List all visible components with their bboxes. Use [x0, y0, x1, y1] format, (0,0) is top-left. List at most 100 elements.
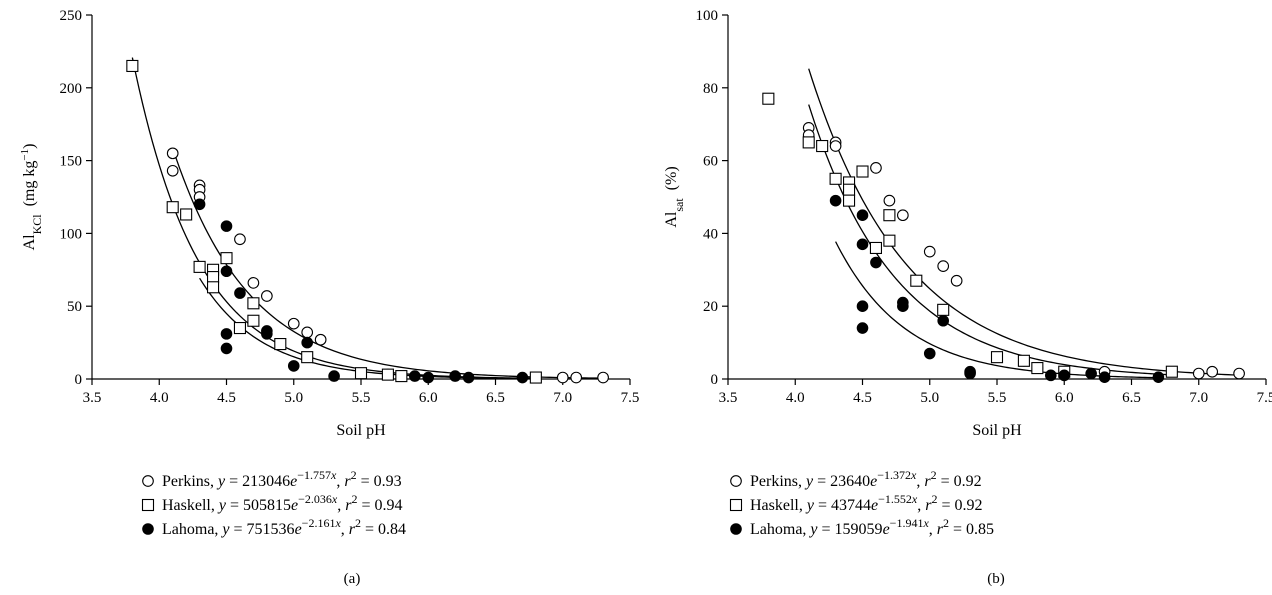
- legend-y-var: y: [805, 497, 815, 514]
- x-tick-label: 4.0: [786, 390, 805, 406]
- data-point-haskell: [856, 165, 869, 178]
- y-tick-label: 100: [696, 8, 719, 24]
- legend-y-var: y: [808, 521, 818, 538]
- legend-r-var: r: [349, 521, 356, 538]
- legend-sep: ,: [917, 497, 925, 514]
- data-point-haskell: [166, 201, 179, 214]
- x-tick-label: 6.5: [486, 390, 505, 406]
- legend-marker-lahoma: [142, 523, 154, 535]
- data-point-haskell: [207, 281, 220, 294]
- data-point-haskell: [301, 351, 314, 364]
- data-point-lahoma: [1058, 369, 1071, 382]
- legend-exponent: −1.372: [877, 468, 911, 482]
- data-point-perkins: [829, 140, 842, 152]
- data-point-haskell: [247, 314, 260, 327]
- data-point-perkins: [247, 277, 260, 289]
- legend-coefficient: = 505815: [226, 497, 291, 514]
- data-point-haskell: [193, 260, 206, 273]
- data-point-lahoma: [1045, 369, 1057, 382]
- data-point-perkins: [883, 194, 896, 207]
- y-tick-label: 0: [75, 372, 83, 388]
- data-point-perkins: [950, 274, 963, 287]
- data-point-lahoma: [422, 371, 435, 384]
- legend-coefficient: = 23640: [813, 473, 870, 490]
- data-point-haskell: [883, 234, 896, 247]
- y-tick-label: 40: [703, 226, 718, 242]
- legend-sep: ,: [341, 521, 349, 538]
- x-tick-label: 5.5: [988, 390, 1007, 406]
- y-tick-label: 150: [60, 154, 83, 170]
- legend-coefficient: = 751536: [230, 521, 295, 538]
- data-point-lahoma: [1152, 371, 1165, 383]
- data-point-lahoma: [856, 209, 869, 221]
- data-point-lahoma: [328, 370, 340, 382]
- y-axis-title-subscript: KCl: [30, 214, 44, 235]
- legend-e: e: [883, 521, 890, 538]
- legend-e: e: [870, 473, 877, 490]
- data-point-haskell: [220, 252, 233, 265]
- data-point-haskell: [233, 321, 246, 335]
- legend-r-sup: 2: [351, 492, 357, 506]
- legend-coefficient: = 213046: [225, 473, 290, 490]
- legend-marker-perkins: [142, 475, 154, 487]
- y-tick-label: 20: [703, 299, 718, 315]
- legend-coefficient: = 159059: [818, 521, 883, 538]
- data-point-perkins: [314, 333, 327, 346]
- data-point-lahoma: [220, 265, 233, 278]
- legend-coefficient: = 43744: [814, 497, 871, 514]
- x-tick-label: 7.5: [621, 390, 640, 406]
- data-point-perkins: [556, 371, 569, 384]
- data-point-perkins: [234, 233, 246, 246]
- legend-exponent-x: x: [911, 492, 918, 506]
- legend-exponent: −1.757: [297, 468, 331, 482]
- legend-r2-value: = 0.84: [361, 521, 406, 538]
- fit-curve-perkins: [172, 148, 604, 379]
- y-axis-title-units-sup: −1: [19, 149, 31, 161]
- data-point-lahoma: [856, 238, 869, 251]
- data-point-lahoma: [449, 370, 461, 382]
- data-point-perkins: [166, 164, 179, 177]
- data-point-lahoma: [856, 300, 869, 313]
- data-point-haskell: [395, 370, 408, 383]
- chart-panel-b: 3.5 4.0 4.5 5.0 5.5 6.0 6.5 7.0 7.5 0 20 40 60 80 100 S…: [663, 8, 1272, 587]
- data-point-haskell: [802, 136, 815, 149]
- data-point-lahoma: [220, 328, 233, 340]
- data-point-perkins: [301, 326, 314, 339]
- legend-r-sup: 2: [931, 468, 937, 482]
- legend-e: e: [291, 497, 298, 514]
- x-tick-label: 4.5: [853, 390, 872, 406]
- data-point-perkins: [896, 209, 909, 222]
- legend-e: e: [290, 473, 297, 490]
- data-point-lahoma: [516, 371, 529, 384]
- panel-label: (a): [344, 571, 361, 587]
- data-point-lahoma: [462, 371, 475, 384]
- data-point-perkins: [570, 371, 583, 384]
- legend-exponent: −1.552: [878, 492, 912, 506]
- data-point-perkins: [597, 371, 609, 384]
- legend-entry-lahoma: Lahoma, y = 751536e−2.161x, r2 = 0.84: [162, 516, 406, 538]
- data-point-haskell: [829, 172, 842, 185]
- y-tick-label: 250: [60, 8, 83, 24]
- y-tick-label: 200: [60, 81, 83, 97]
- data-point-haskell: [990, 351, 1004, 364]
- y-axis-title-units: (mg kg: [21, 161, 38, 215]
- legend-r2-value: = 0.93: [357, 473, 402, 490]
- data-point-haskell: [354, 367, 368, 380]
- x-tick-label: 3.5: [719, 390, 738, 406]
- data-point-haskell: [1017, 354, 1030, 367]
- fit-curve-haskell: [131, 57, 536, 379]
- data-point-haskell: [126, 59, 139, 73]
- legend-exponent-x: x: [330, 468, 337, 482]
- legend-marker-haskell: [729, 498, 743, 512]
- y-axis-title: AlKCl (mg kg−1): [19, 144, 44, 251]
- data-point-lahoma: [220, 220, 233, 232]
- y-axis-title-units-close: ): [21, 144, 38, 149]
- x-axis-title: Soil pH: [336, 422, 386, 439]
- data-point-lahoma: [220, 342, 233, 355]
- data-point-perkins: [261, 290, 273, 302]
- data-point-haskell: [247, 297, 260, 310]
- legend-r-var: r: [924, 473, 931, 490]
- data-point-haskell: [842, 194, 856, 207]
- legend-entry-lahoma: Lahoma, y = 159059e−1.941x, r2 = 0.85: [750, 516, 994, 538]
- legend-y-var: y: [216, 473, 226, 490]
